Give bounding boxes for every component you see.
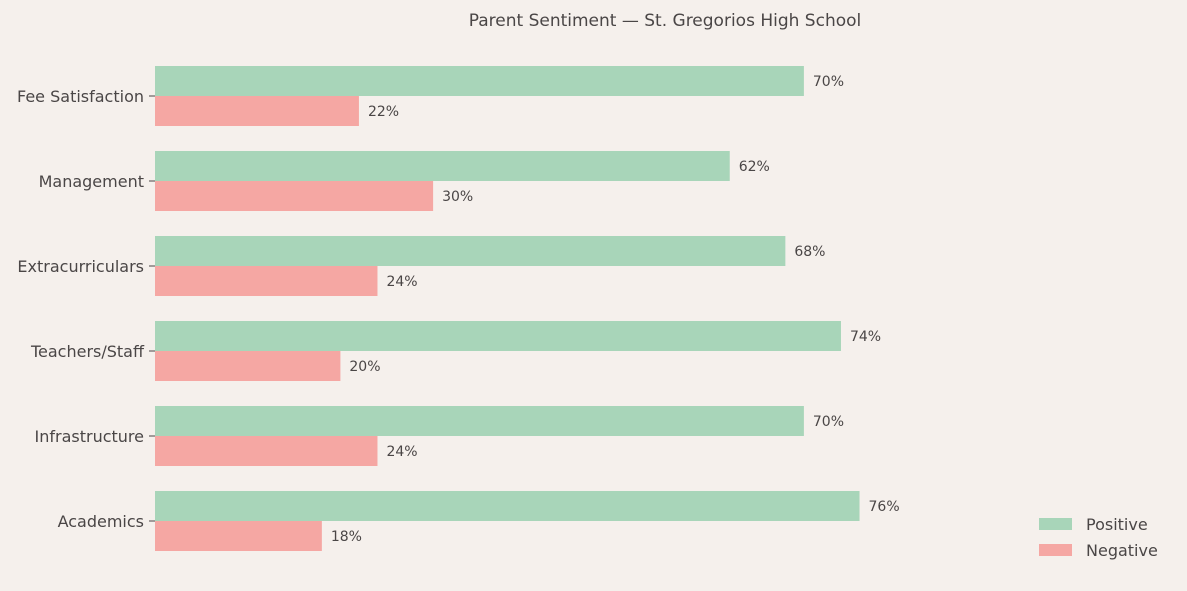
plot-area: 70% 22% Fee Satisfaction 62% 30% Management 68… xyxy=(17,66,900,551)
y-tick-label: Management xyxy=(39,172,144,191)
chart-title: Parent Sentiment — St. Gregorios High Sc… xyxy=(469,11,862,31)
data-label: 76% xyxy=(869,499,900,515)
legend-swatch-negative xyxy=(1039,544,1072,556)
legend-label: Positive xyxy=(1086,515,1148,534)
bar-positive xyxy=(155,491,860,521)
bar-positive xyxy=(155,151,730,181)
data-label: 24% xyxy=(386,274,417,290)
y-tick-label: Fee Satisfaction xyxy=(17,87,144,106)
y-tick-label: Academics xyxy=(58,512,144,531)
data-label: 20% xyxy=(349,359,380,375)
bar-negative xyxy=(155,521,322,551)
y-tick-label: Extracurriculars xyxy=(17,257,144,276)
data-label: 70% xyxy=(813,414,844,430)
legend: Positive Negative xyxy=(1039,515,1158,560)
data-label: 22% xyxy=(368,104,399,120)
bar-positive xyxy=(155,406,804,436)
bar-negative xyxy=(155,181,434,211)
bar-negative xyxy=(155,266,378,296)
y-tick-label: Teachers/Staff xyxy=(30,342,145,361)
data-label: 62% xyxy=(739,159,770,175)
data-label: 24% xyxy=(386,444,417,460)
bar-positive xyxy=(155,321,841,351)
legend-swatch-positive xyxy=(1039,518,1072,530)
data-label: 68% xyxy=(794,244,825,260)
bar-positive xyxy=(155,66,804,96)
data-label: 30% xyxy=(442,189,473,205)
bar-negative xyxy=(155,436,378,466)
data-label: 74% xyxy=(850,329,881,345)
bar-negative xyxy=(155,96,359,126)
bar-positive xyxy=(155,236,786,266)
data-label: 18% xyxy=(331,529,362,545)
legend-label: Negative xyxy=(1086,541,1158,560)
data-label: 70% xyxy=(813,74,844,90)
y-tick-label: Infrastructure xyxy=(35,427,144,446)
bar-negative xyxy=(155,351,341,381)
